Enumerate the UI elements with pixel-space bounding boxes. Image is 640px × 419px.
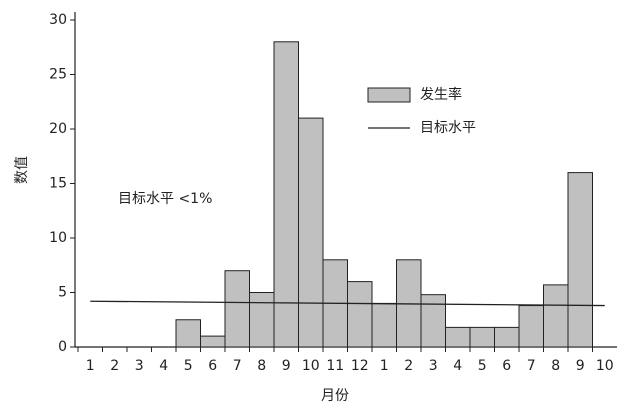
bar: [200, 335, 226, 348]
x-tick-label: 7: [233, 358, 242, 374]
x-tick-label: 1: [86, 358, 95, 374]
x-tick-label: 3: [429, 358, 438, 374]
target-line: [90, 300, 605, 307]
x-tick-label: 8: [551, 358, 560, 374]
bar: [494, 326, 520, 348]
x-tick-label: 10: [302, 358, 320, 374]
x-tick-label: 7: [527, 358, 536, 374]
x-tick-label: 5: [478, 358, 487, 374]
x-tick-label: 8: [257, 358, 266, 374]
y-tick-label: 20: [49, 121, 67, 137]
x-tick-label: 1: [380, 358, 389, 374]
y-tick-label: 0: [58, 339, 67, 355]
bar: [371, 302, 397, 348]
bar: [249, 292, 275, 348]
x-tick-label: 3: [135, 358, 144, 374]
x-tick-label: 2: [404, 358, 413, 374]
legend-label: 发生率: [420, 86, 462, 103]
bar: [543, 284, 569, 348]
bar: [175, 319, 201, 348]
legend-swatch: [367, 87, 411, 103]
x-tick-label: 9: [576, 358, 585, 374]
x-tick-label: 12: [351, 358, 369, 374]
y-tick-label: 30: [49, 12, 67, 28]
bar: [273, 41, 299, 348]
y-tick-label: 10: [49, 230, 67, 246]
y-axis-label: 数值: [14, 156, 30, 184]
y-tick-label: 25: [49, 67, 67, 83]
bar: [518, 305, 544, 348]
bar: [347, 281, 373, 348]
bar: [224, 270, 250, 348]
annotation: 目标水平 <1%: [118, 191, 212, 207]
x-tick-label: 2: [110, 358, 119, 374]
x-tick-label: 4: [453, 358, 462, 374]
legend-label: 目标水平: [420, 120, 476, 136]
x-tick-label: 10: [596, 358, 614, 374]
y-tick-label: 15: [49, 176, 67, 192]
x-tick-label: 6: [208, 358, 217, 374]
bar: [298, 117, 324, 348]
x-tick-label: 9: [282, 358, 291, 374]
x-tick-label: 5: [184, 358, 193, 374]
bar: [445, 326, 471, 348]
bar: [567, 172, 593, 348]
bar: [469, 326, 495, 348]
x-tick-label: 11: [326, 358, 344, 374]
x-tick-label: 6: [502, 358, 511, 374]
y-tick-label: 5: [58, 285, 67, 301]
x-axis-label: 月份: [321, 388, 349, 404]
x-tick-label: 4: [159, 358, 168, 374]
bar: [420, 294, 446, 348]
